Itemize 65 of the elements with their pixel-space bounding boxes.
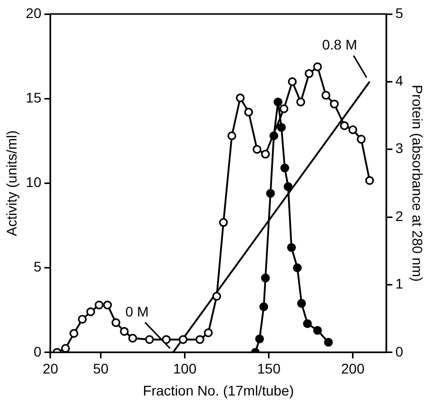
point xyxy=(61,344,70,352)
point xyxy=(236,94,245,102)
point xyxy=(69,329,78,338)
y-tick-label: 20 xyxy=(26,4,42,21)
point xyxy=(284,182,293,191)
x-axis-title: Fraction No. (17ml/tube) xyxy=(142,382,294,398)
point xyxy=(296,98,306,106)
point xyxy=(244,108,254,117)
point xyxy=(255,334,264,344)
point xyxy=(266,188,275,198)
point xyxy=(212,292,222,301)
x-tick-label: 100 xyxy=(173,360,197,377)
annotation: 0.8 M xyxy=(322,36,358,53)
point xyxy=(227,131,236,140)
point xyxy=(280,164,290,172)
x-tick-label: 200 xyxy=(341,360,365,377)
point xyxy=(340,121,349,130)
point xyxy=(277,122,286,132)
point xyxy=(78,314,87,324)
point xyxy=(204,328,213,338)
point xyxy=(356,134,366,144)
y2-tick-label: 1 xyxy=(395,276,404,292)
point xyxy=(280,104,288,114)
point xyxy=(112,318,120,328)
point xyxy=(288,77,297,86)
point xyxy=(348,125,358,134)
point xyxy=(145,335,154,344)
point xyxy=(196,335,204,344)
x-tick-label: 150 xyxy=(257,360,281,377)
point xyxy=(94,300,104,310)
y2-tick-label: 5 xyxy=(395,4,404,21)
y2-tick-label: 0 xyxy=(395,343,404,360)
y2-tick-label: 4 xyxy=(395,72,404,89)
point xyxy=(330,100,339,108)
y-axis-title: Activity (units/ml) xyxy=(3,130,20,236)
point xyxy=(252,144,262,154)
x-tick-label: 50 xyxy=(92,360,109,377)
point xyxy=(297,298,306,308)
y-tick-label: 5 xyxy=(34,258,42,275)
y2-tick-label: 2 xyxy=(395,208,404,224)
y2-tick-label: 3 xyxy=(395,140,404,156)
point xyxy=(292,263,302,272)
point xyxy=(304,69,314,78)
annotation: 0 M xyxy=(125,303,149,320)
point xyxy=(120,327,129,336)
point xyxy=(261,150,270,158)
y2-axis-title: Protein (absorbance at 280 nm) xyxy=(410,84,426,282)
point xyxy=(365,176,374,185)
point xyxy=(178,335,188,344)
point xyxy=(324,338,333,347)
point xyxy=(313,62,322,72)
point xyxy=(303,319,312,328)
point xyxy=(86,307,96,316)
point xyxy=(261,274,270,282)
y-tick-label: 10 xyxy=(26,174,42,190)
point xyxy=(128,334,138,343)
point xyxy=(322,90,330,100)
y-tick-label: 15 xyxy=(26,89,42,106)
point xyxy=(287,243,296,252)
point xyxy=(219,218,228,227)
point xyxy=(259,302,268,312)
point xyxy=(313,326,322,335)
point xyxy=(103,300,112,310)
point xyxy=(274,98,282,106)
y-tick-label: 0 xyxy=(34,343,42,360)
